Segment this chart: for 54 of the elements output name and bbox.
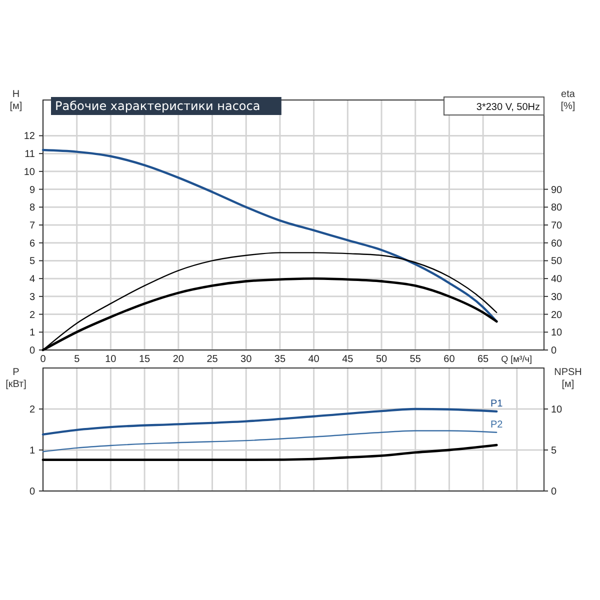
y2-tick-label: 0 xyxy=(551,486,557,498)
x-tick-label: 30 xyxy=(240,354,252,365)
y2-tick-label: 30 xyxy=(551,292,563,303)
y-tick-label: 10 xyxy=(24,166,36,178)
x-tick-label: 50 xyxy=(376,354,388,365)
y-tick-label: 0 xyxy=(29,486,36,498)
y2-tick-label: 70 xyxy=(551,220,563,232)
x-tick-label: 35 xyxy=(274,354,286,365)
x-tick-label: 0 xyxy=(40,354,46,365)
y-tick-label: 2 xyxy=(29,310,36,321)
x-tick-label: 40 xyxy=(308,354,320,365)
y-tick-label: 5 xyxy=(29,256,36,268)
y-axis-title: P [кВт] xyxy=(6,367,27,390)
y-tick-label: 3 xyxy=(29,292,36,303)
x-tick-label: 60 xyxy=(444,354,456,365)
y-tick-label: 7 xyxy=(29,220,36,232)
y-tick-label: 11 xyxy=(24,149,36,160)
y-tick-label: 8 xyxy=(29,202,36,214)
x-tick-label: 15 xyxy=(138,354,151,365)
y2-tick-label: 60 xyxy=(551,238,563,250)
x-tick-label: 55 xyxy=(410,354,422,365)
x-tick-label: 45 xyxy=(342,354,354,365)
y-tick-label: 12 xyxy=(24,131,36,142)
x-tick-label: 65 xyxy=(478,354,490,365)
chart-title: Рабочие характеристики насоса xyxy=(55,99,260,113)
y2-tick-label: 10 xyxy=(551,404,563,416)
y2-tick-label: 50 xyxy=(551,256,563,268)
y2-tick-label: 5 xyxy=(551,446,557,456)
x-tick-label: 20 xyxy=(172,354,184,365)
y2-tick-label: 0 xyxy=(551,346,557,356)
y2-axis-title: eta [%] xyxy=(560,89,576,112)
y-tick-label: 0 xyxy=(29,346,36,356)
annotation: 3*230 V, 50Hz xyxy=(476,102,540,113)
y2-tick-label: 90 xyxy=(551,184,563,196)
series-label: P2 xyxy=(490,419,504,430)
y-axis-title: H [м] xyxy=(10,89,22,112)
y-tick-label: 4 xyxy=(29,274,36,286)
y-tick-label: 1 xyxy=(29,446,36,456)
y2-tick-label: 80 xyxy=(551,202,563,214)
line-series xyxy=(42,444,498,462)
x-tick-label: 5 xyxy=(74,354,80,365)
y-tick-label: 1 xyxy=(29,328,36,339)
x-tick-label: 10 xyxy=(105,354,117,365)
y-tick-label: 6 xyxy=(29,238,36,250)
x-axis-title: Q [м³/ч] xyxy=(501,354,532,364)
y2-tick-label: 40 xyxy=(551,274,563,286)
line-series xyxy=(42,430,498,452)
y-tick-label: 2 xyxy=(29,404,36,416)
y-tick-label: 9 xyxy=(29,184,36,196)
y2-tick-label: 20 xyxy=(551,310,563,321)
y2-axis-title: NPSH [м] xyxy=(554,367,582,390)
x-tick-label: 25 xyxy=(206,354,218,365)
y2-tick-label: 10 xyxy=(551,328,563,339)
series-label: P1 xyxy=(490,398,504,410)
